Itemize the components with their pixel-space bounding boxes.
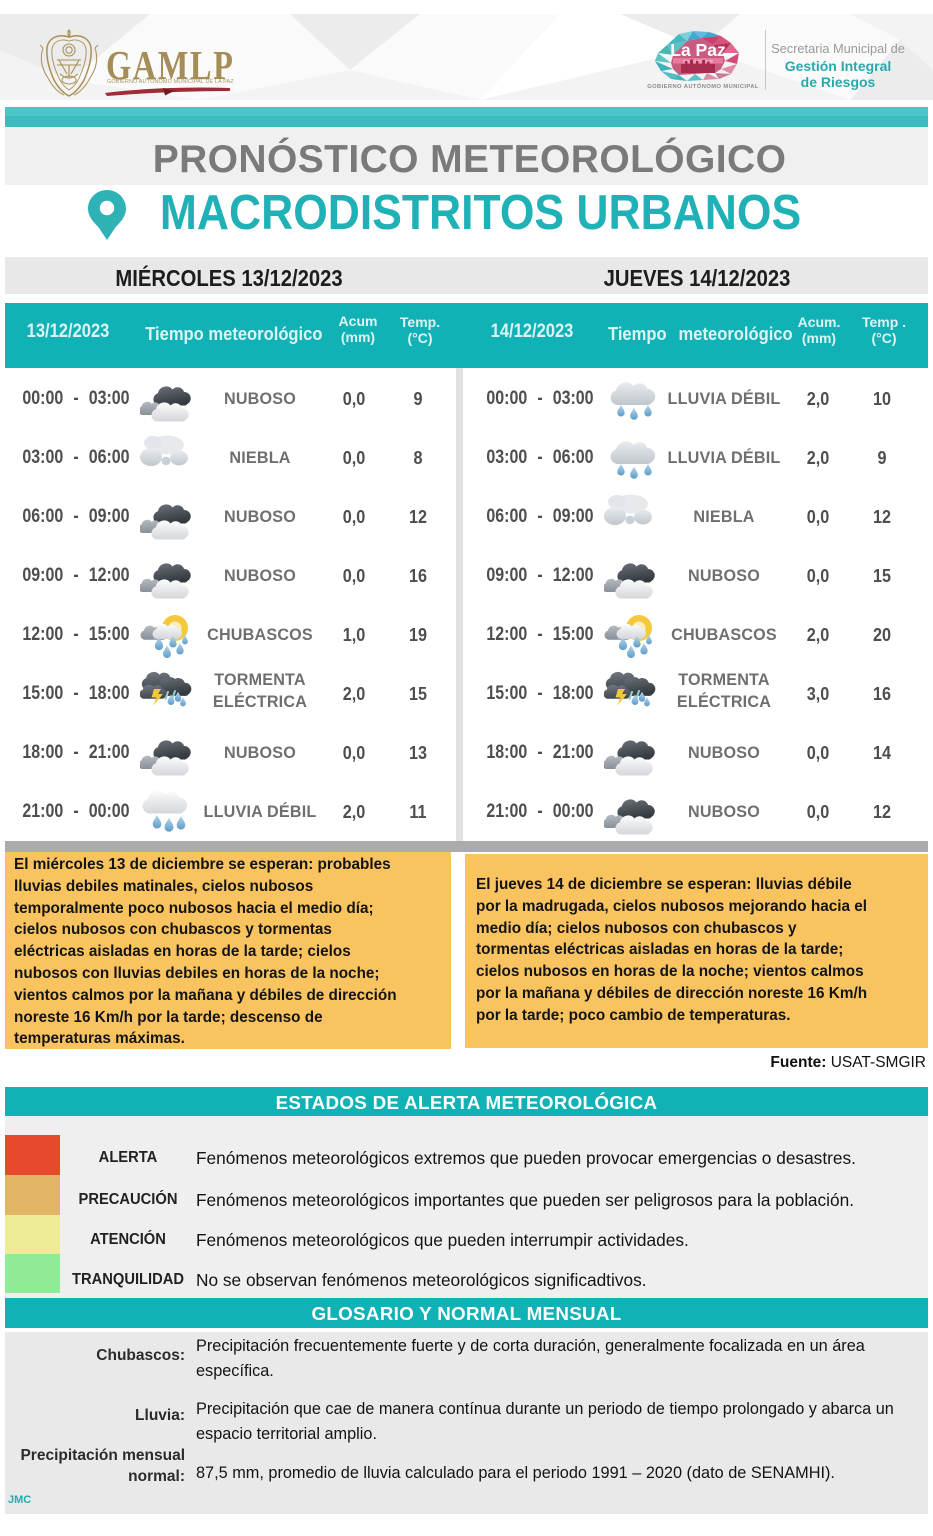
svg-text:La Paz: La Paz [670,40,726,60]
